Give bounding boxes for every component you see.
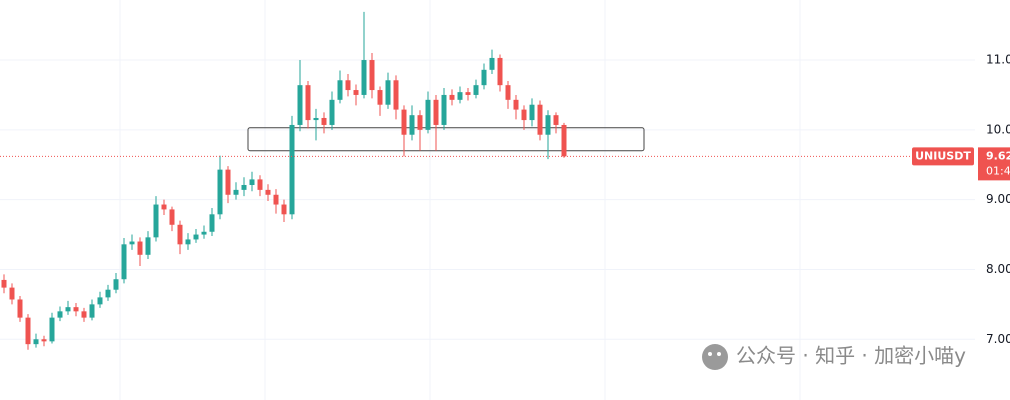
candle-body <box>281 204 287 215</box>
candle-body <box>201 231 207 235</box>
candle-body <box>225 169 231 195</box>
candle-body <box>89 304 95 318</box>
candle-body <box>361 60 367 95</box>
candle-body <box>217 169 223 215</box>
candle-body <box>425 99 431 130</box>
price-badge <box>978 147 1010 181</box>
candle-body <box>521 109 527 121</box>
last-price-label: 9.62 <box>986 149 1010 162</box>
candle-body <box>97 297 103 305</box>
candle-body <box>489 57 495 70</box>
candle-body <box>137 241 143 255</box>
watermark: 公众号 · 知乎 · 加密小喵y <box>702 344 966 370</box>
y-tick-label: 10.00 <box>986 122 1010 136</box>
candle-body <box>297 85 303 125</box>
candle-body <box>249 179 255 185</box>
candle-body <box>41 339 47 342</box>
candle-body <box>481 69 487 86</box>
candle-body <box>457 92 463 100</box>
candle-body <box>81 311 87 318</box>
candle-body <box>161 204 167 210</box>
candle-body <box>345 80 351 91</box>
zone-rectangle <box>247 127 645 152</box>
candle-body <box>113 279 119 290</box>
wechat-icon-eye <box>717 352 721 356</box>
candle-body <box>105 289 111 298</box>
candle-body <box>529 104 535 121</box>
candle-body <box>561 124 567 157</box>
candle-body <box>401 109 407 135</box>
candle-body <box>417 115 423 130</box>
candle-body <box>393 80 399 110</box>
candle-body <box>553 115 559 125</box>
candle-body <box>265 189 271 195</box>
y-tick-label: 8.00 <box>986 262 1010 276</box>
y-tick-label: 7.00 <box>986 332 1010 346</box>
symbol-badge <box>912 147 974 166</box>
candle-body <box>441 94 447 125</box>
candle-body <box>321 117 327 125</box>
wechat-icon <box>702 344 728 370</box>
wechat-icon-eye <box>708 352 712 356</box>
candle-body <box>25 317 31 345</box>
symbol-label: UNIUSDT <box>915 149 971 162</box>
y-tick-label: 9.00 <box>986 192 1010 206</box>
candle-body <box>337 80 343 100</box>
candle-body <box>409 115 415 135</box>
candle-body <box>153 204 159 238</box>
y-tick-label: 11.00 <box>986 53 1010 67</box>
candle-body <box>121 244 127 280</box>
candle-body <box>505 85 511 100</box>
candle-body <box>17 299 23 318</box>
candle-body <box>65 307 71 312</box>
candle-body <box>185 239 191 245</box>
watermark-text: 公众号 · 知乎 · 加密小喵y <box>736 344 966 368</box>
candle-body <box>313 117 319 121</box>
candle-body <box>385 80 391 105</box>
candle-body <box>449 94 455 100</box>
candle-body <box>73 307 79 312</box>
candle-body <box>129 241 135 245</box>
candle-body <box>273 194 279 205</box>
candle-body <box>369 60 375 91</box>
candle-body <box>329 99 335 125</box>
candle-body <box>193 234 199 240</box>
candle-body <box>473 85 479 95</box>
candle-body <box>169 209 175 225</box>
candle-body <box>257 179 263 190</box>
candle-body <box>233 189 239 195</box>
candle-body <box>433 99 439 125</box>
candle-body <box>537 104 543 135</box>
candle-body <box>305 85 311 121</box>
candle-body <box>353 90 359 95</box>
countdown-label: 01:4 <box>986 164 1010 177</box>
candle-body <box>145 237 151 255</box>
candle-body <box>49 317 55 342</box>
candle-body <box>513 99 519 110</box>
candle-body <box>177 224 183 245</box>
candle-body <box>377 90 383 105</box>
candle-body <box>9 287 15 300</box>
candle-body <box>1 279 7 288</box>
candle-body <box>497 57 503 86</box>
candle-body <box>57 311 63 318</box>
candle-body <box>465 92 471 95</box>
candle-body <box>545 115 551 135</box>
candle-body <box>209 214 215 232</box>
candle-body <box>289 124 295 215</box>
candle-body <box>33 339 39 345</box>
candle-body <box>241 184 247 190</box>
